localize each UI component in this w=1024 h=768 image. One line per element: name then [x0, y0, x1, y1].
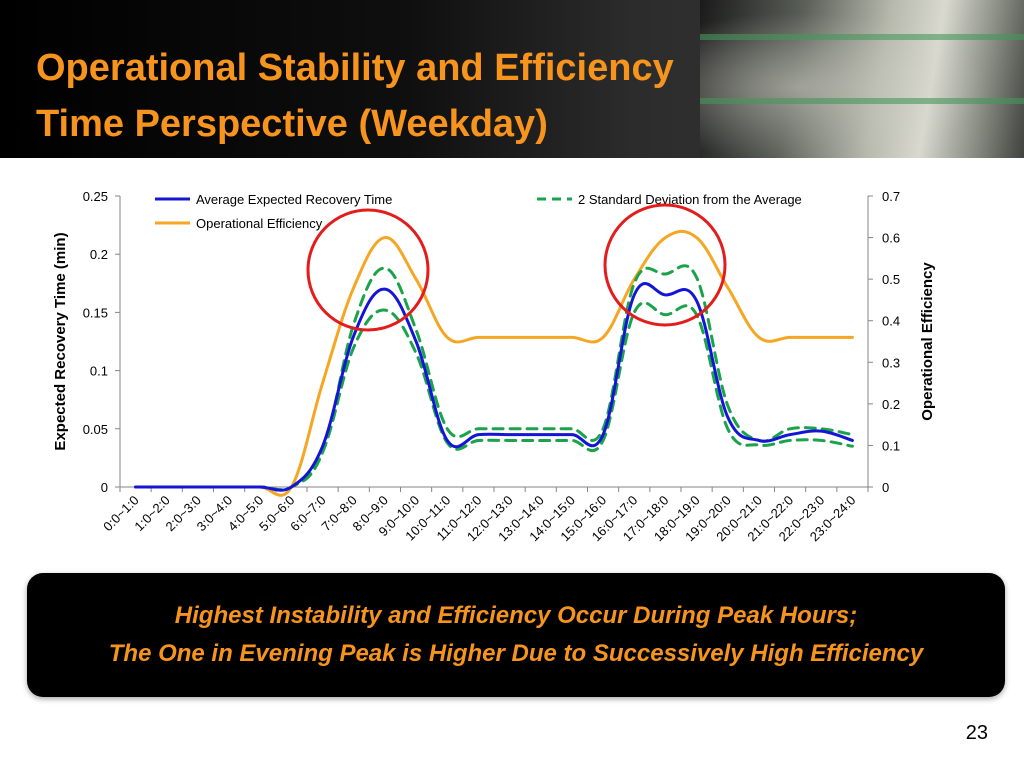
left-y-tick-label: 0.2 — [90, 247, 108, 262]
right-y-tick-label: 0.5 — [882, 272, 900, 287]
slide-title-line-2: Time Perspective (Weekday) — [36, 103, 548, 145]
left-y-tick-label: 0.05 — [83, 422, 108, 437]
train-stripe — [700, 98, 1024, 104]
series-line-std-lower — [134, 301, 854, 492]
left-y-tick-label: 0 — [101, 480, 108, 495]
morning-peak-highlight-circle — [306, 208, 430, 332]
conclusion-callout: Highest Instability and Efficiency Occur… — [27, 573, 1005, 697]
left-axis-title: Expected Recovery Time (min) — [52, 232, 69, 450]
callout-line-2: The One in Evening Peak is Higher Due to… — [108, 640, 924, 667]
callout-line-1: Highest Instability and Efficiency Occur… — [174, 602, 858, 629]
slide-title: Operational Stability and Efficiency Tim… — [36, 40, 674, 152]
recovery-efficiency-chart: 0 0.05 0.1 0.15 0.2 0.25 0 0.1 0.2 0.3 0.4 0.5 0.6 0.… — [52, 189, 936, 544]
slide-title-line-1: Operational Stability and Efficiency — [36, 47, 674, 89]
right-axis-title: Operational Efficiency — [919, 262, 936, 421]
slide-header: Operational Stability and Efficiency Tim… — [0, 0, 1024, 158]
train-stripe — [700, 34, 1024, 40]
right-y-tick-label: 0 — [882, 480, 889, 495]
right-y-tick-label: 0.7 — [882, 189, 900, 204]
series-line-std-upper — [134, 264, 854, 492]
right-y-tick-label: 0.2 — [882, 397, 900, 412]
right-y-tick-label: 0.4 — [882, 314, 900, 329]
series-line-efficiency — [134, 229, 854, 497]
legend-label-avg-recovery: Average Expected Recovery Time — [196, 192, 392, 207]
right-y-tick-label: 0.1 — [882, 438, 900, 453]
page-number: 23 — [965, 722, 988, 744]
left-y-tick-label: 0.1 — [90, 364, 108, 379]
evening-peak-highlight-circle — [603, 203, 727, 327]
left-y-tick-label: 0.15 — [83, 305, 108, 320]
series-line-avg-recovery — [134, 282, 854, 492]
train-station-photo — [700, 0, 1024, 158]
legend-label-efficiency: Operational Efficiency — [196, 216, 323, 231]
right-y-tick-label: 0.6 — [882, 231, 900, 246]
left-y-tick-label: 0.25 — [83, 189, 108, 204]
right-y-tick-label: 0.3 — [882, 355, 900, 370]
legend-label-std-dev: 2 Standard Deviation from the Average — [578, 192, 802, 207]
